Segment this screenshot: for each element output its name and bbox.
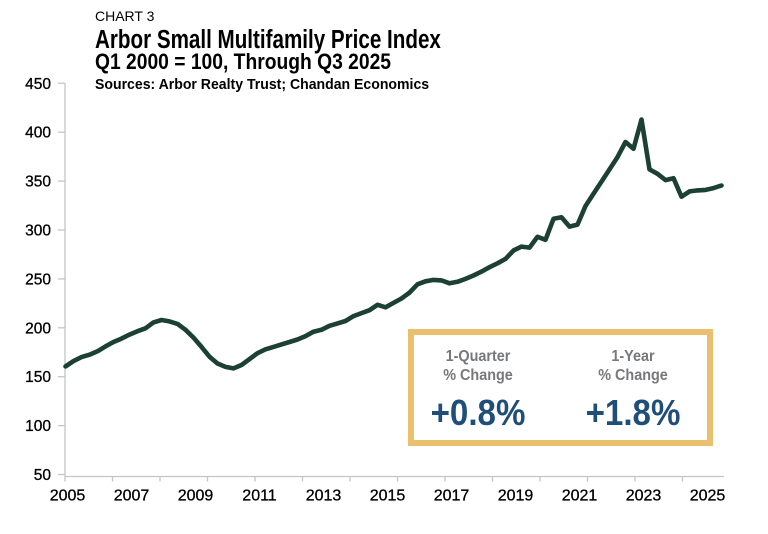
x-tick-label: 2013 [306,488,342,505]
y-tick-label: 300 [25,223,51,240]
y-tick-label: 450 [25,76,51,93]
y-tick-label: 200 [25,320,51,337]
chart-title: Arbor Small Multifamily Price Index [95,23,441,54]
chart-source: Sources: Arbor Realty Trust; Chandan Eco… [95,76,430,93]
x-tick-label: 2019 [498,488,534,505]
chart-number-label: CHART 3 [95,8,155,24]
price-index-line [63,117,724,371]
y-tick-label: 150 [25,369,51,386]
y-tick-label: 350 [25,174,51,191]
x-tick-label: 2007 [114,488,150,505]
chart-header: CHART 3 Arbor Small Multifamily Price In… [0,0,768,100]
callout-item-1-year: 1-Year% Change +1.8% [533,347,733,432]
x-tick-label: 2021 [562,488,598,505]
callout-value: +0.8% [430,392,526,433]
x-tick-label: 2023 [626,488,662,505]
callout-label-line2: % Change [598,366,668,384]
callout-label-line2: % Change [443,366,513,384]
callout-label: 1-Year% Change [543,347,723,385]
y-tick-label: 100 [25,418,51,435]
x-tick-label: 2011 [242,488,277,505]
chart-subtitle: Q1 2000 = 100, Through Q3 2025 [95,49,392,74]
y-tick-label: 250 [25,271,51,288]
callout-label-line1: 1-Quarter [445,347,511,365]
callout-label-line1: 1-Year [611,347,655,365]
x-tick-label: 2015 [370,488,406,505]
change-callout-box: 1-Quarter% Change +0.8% 1-Year% Change +1.8… [408,329,713,446]
callout-label: 1-Quarter% Change [388,347,568,385]
callout-value: +1.8% [585,392,681,433]
x-tick-label: 2017 [434,488,470,505]
x-tick-label: 2009 [178,488,214,505]
y-tick-label: 50 [34,467,52,484]
x-tick-label: 2025 [690,488,726,505]
callout-item-1-quarter: 1-Quarter% Change +0.8% [378,347,578,432]
x-tick-label: 2005 [50,488,86,505]
y-tick-label: 400 [25,125,51,142]
